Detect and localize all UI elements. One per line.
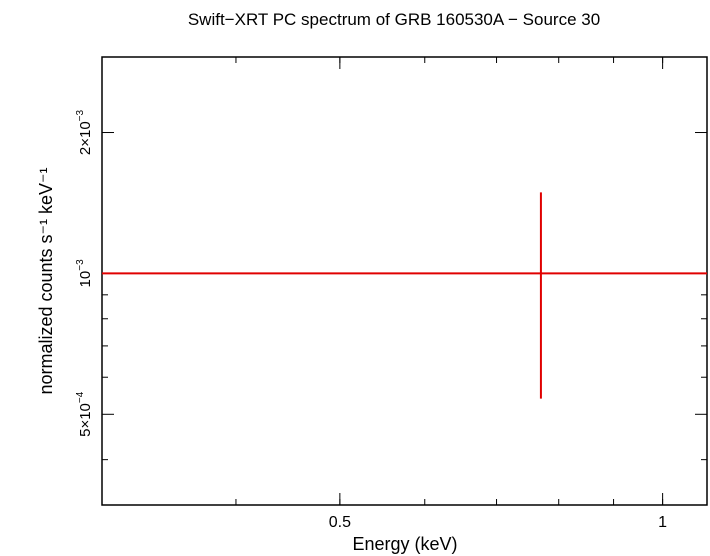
y-tick-label-text: 5×10−4: [75, 391, 94, 437]
y-tick-label: 5×10−4: [75, 391, 94, 437]
y-tick-label: 10−3: [75, 259, 94, 288]
x-axis-ticks: 0.5 1: [329, 57, 667, 531]
y-tick-label-text: 2×10−3: [75, 109, 94, 155]
y-tick-exponent: −3: [75, 109, 86, 121]
data-layer: [102, 192, 707, 399]
x-axis-label: Energy (keV): [352, 534, 457, 554]
minor-ticks: [101, 57, 708, 505]
y-tick-exponent: −4: [75, 391, 86, 403]
chart-title: Swift−XRT PC spectrum of GRB 160530A − S…: [188, 10, 600, 29]
y-axis-label: normalized counts s⁻¹ keV⁻¹: [36, 167, 56, 394]
plot-frame: [101, 56, 708, 506]
data-point: [102, 192, 707, 399]
y-tick-label-text: 10−3: [75, 259, 94, 288]
y-tick-label: 2×10−3: [75, 109, 94, 155]
x-tick-label: 0.5: [329, 514, 351, 531]
y-tick-exponent: −3: [75, 259, 86, 271]
x-tick-label: 1: [658, 514, 667, 531]
